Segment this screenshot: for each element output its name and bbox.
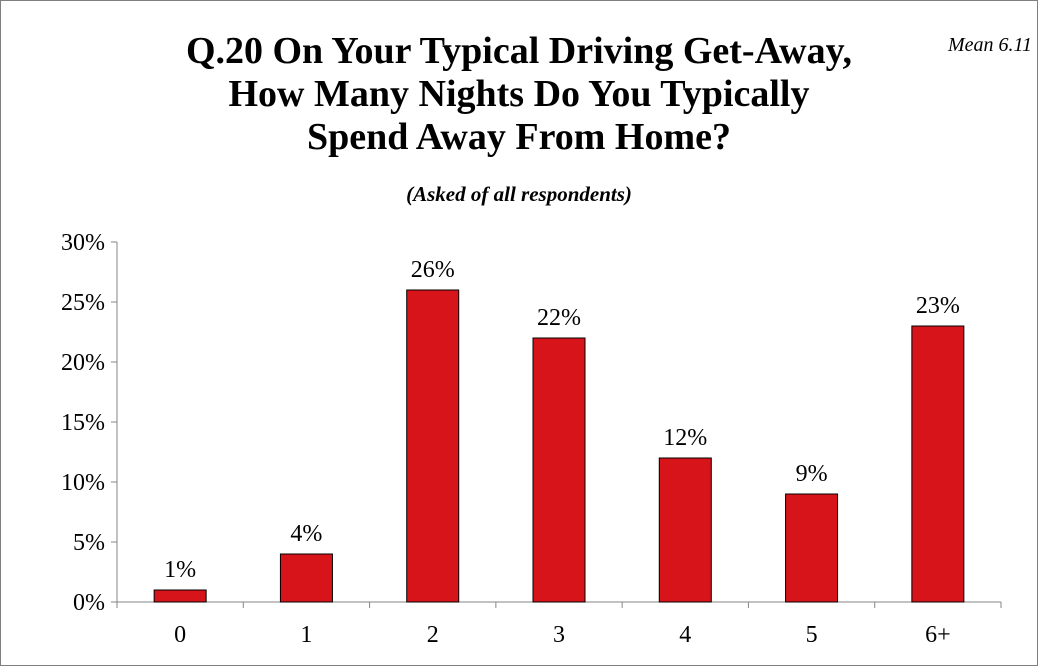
x-tick-label: 3	[553, 622, 565, 648]
bar	[911, 325, 965, 603]
mean-annotation: Mean 6.11	[947, 34, 1032, 56]
chart-title-line-1: Q.20 On Your Typical Driving Get-Away,	[185, 30, 853, 72]
bar	[785, 493, 839, 603]
bar	[153, 589, 207, 603]
bar	[532, 337, 586, 603]
y-tick-label: 20%	[61, 350, 105, 376]
y-tick-label: 0%	[73, 590, 105, 616]
bar	[279, 553, 333, 603]
bar	[658, 457, 712, 603]
chart-title-line-3: Spend Away From Home?	[307, 116, 731, 158]
data-label: 1%	[164, 557, 196, 583]
x-tick-label: 6+	[925, 622, 951, 648]
bar	[406, 289, 460, 603]
data-label: 22%	[537, 305, 581, 331]
data-label: 26%	[411, 257, 455, 283]
data-label: 23%	[916, 293, 960, 319]
x-tick-label: 5	[806, 622, 818, 648]
y-tick-label: 15%	[61, 410, 105, 436]
y-tick-label: 5%	[73, 530, 105, 556]
chart-subtitle: (Asked of all respondents)	[406, 182, 632, 206]
x-tick-label: 2	[427, 622, 439, 648]
data-label: 9%	[796, 461, 828, 487]
y-tick-label: 30%	[61, 230, 105, 256]
x-tick-label: 1	[300, 622, 312, 648]
data-label: 12%	[663, 425, 707, 451]
x-tick-label: 4	[679, 622, 691, 648]
chart-title-line-2: How Many Nights Do You Typically	[228, 73, 810, 115]
chart-title: Q.20 On Your Typical Driving Get-Away, H…	[0, 30, 1038, 159]
y-tick-label: 25%	[61, 290, 105, 316]
x-tick-label: 0	[174, 622, 186, 648]
y-tick-label: 10%	[61, 470, 105, 496]
data-label: 4%	[290, 521, 322, 547]
